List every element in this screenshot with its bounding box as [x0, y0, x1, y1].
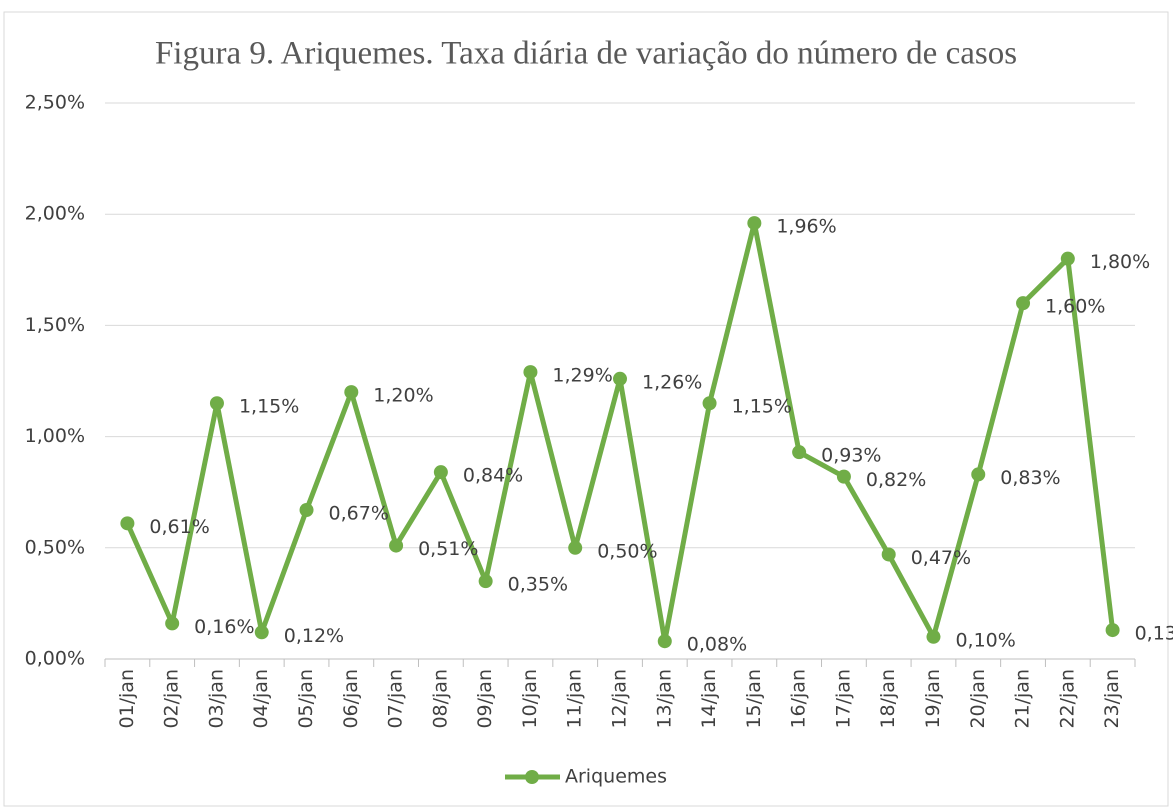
x-tick-label: 03/jan [205, 669, 227, 729]
x-tick-label: 16/jan [788, 669, 810, 729]
data-label: 0,47% [911, 547, 971, 569]
data-label: 1,96% [776, 216, 836, 238]
marker [254, 625, 269, 640]
data-label: 1,15% [732, 396, 792, 418]
data-label: 1,29% [552, 365, 612, 387]
marker [209, 396, 224, 411]
marker [523, 365, 538, 380]
y-tick-label: 2,50% [25, 92, 85, 114]
marker [747, 216, 762, 231]
data-label: 0,84% [463, 465, 523, 487]
x-tick-label: 14/jan [698, 669, 720, 729]
marker [478, 574, 493, 589]
x-tick-label: 04/jan [250, 669, 272, 729]
y-tick-label: 1,00% [25, 425, 85, 447]
data-label: 0,13% [1135, 623, 1173, 645]
marker [1105, 623, 1120, 638]
x-tick-label: 22/jan [1056, 669, 1078, 729]
marker [433, 465, 448, 480]
data-label: 0,50% [597, 540, 657, 562]
x-tick-label: 21/jan [1012, 669, 1034, 729]
x-tick-label: 23/jan [1101, 669, 1123, 729]
data-label: 0,82% [866, 469, 926, 491]
marker [344, 385, 359, 400]
x-tick-label: 20/jan [967, 669, 989, 729]
x-tick-label: 18/jan [877, 669, 899, 729]
data-label: 0,67% [329, 502, 389, 524]
legend-marker [525, 770, 539, 784]
y-tick-label: 1,50% [25, 314, 85, 336]
x-tick-label: 02/jan [161, 669, 183, 729]
data-label: 0,16% [194, 616, 254, 638]
x-tick-label: 13/jan [653, 669, 675, 729]
x-tick-label: 17/jan [832, 669, 854, 729]
marker [165, 616, 180, 631]
y-tick-label: 0,00% [25, 648, 85, 670]
marker [702, 396, 717, 411]
marker [792, 445, 807, 460]
marker [568, 540, 583, 555]
marker [657, 634, 672, 649]
marker [299, 502, 314, 517]
x-tick-label: 01/jan [116, 669, 138, 729]
chart-border [3, 11, 1169, 807]
chart-title: Figura 9. Ariquemes. Taxa diária de vari… [155, 36, 1017, 72]
data-label: 1,60% [1045, 296, 1105, 318]
x-tick-label: 07/jan [385, 669, 407, 729]
y-tick-label: 0,50% [25, 536, 85, 558]
data-label: 0,61% [149, 516, 209, 538]
marker [836, 469, 851, 484]
data-label: 0,10% [955, 629, 1015, 651]
x-tick-label: 11/jan [564, 669, 586, 729]
data-label: 0,93% [821, 445, 881, 467]
marker [1060, 251, 1075, 266]
x-tick-label: 19/jan [922, 669, 944, 729]
marker [389, 538, 404, 553]
data-label: 0,83% [1000, 467, 1060, 489]
x-tick-label: 06/jan [340, 669, 362, 729]
marker [971, 467, 986, 482]
legend-label: Ariquemes [565, 766, 667, 788]
data-label: 0,35% [508, 574, 568, 596]
data-label: 0,12% [284, 625, 344, 647]
data-label: 1,80% [1090, 251, 1150, 273]
x-tick-label: 15/jan [743, 669, 765, 729]
y-tick-label: 2,00% [25, 203, 85, 225]
data-label: 1,15% [239, 396, 299, 418]
x-tick-label: 08/jan [429, 669, 451, 729]
x-tick-label: 10/jan [519, 669, 541, 729]
x-tick-label: 09/jan [474, 669, 496, 729]
marker [926, 629, 941, 644]
marker [613, 371, 627, 386]
x-tick-label: 12/jan [609, 669, 631, 729]
data-label: 0,08% [687, 634, 747, 656]
data-label: 0,51% [418, 538, 478, 560]
x-tick-label: 05/jan [295, 669, 317, 729]
marker [1016, 296, 1031, 311]
marker [120, 516, 135, 531]
data-label: 1,20% [373, 385, 433, 407]
marker [881, 547, 896, 562]
data-label: 1,26% [642, 371, 702, 393]
